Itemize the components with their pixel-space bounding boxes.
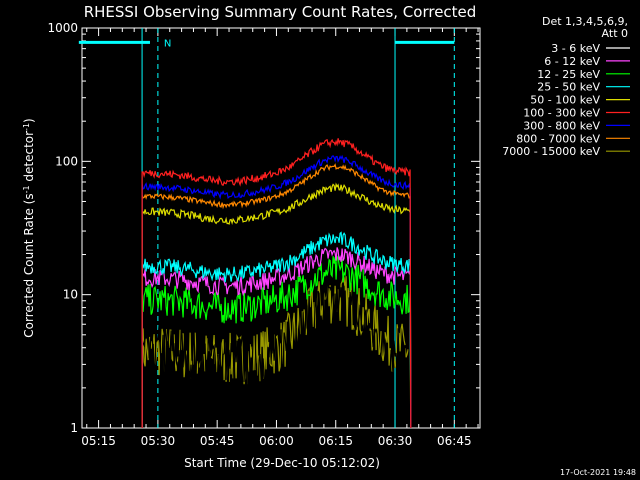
series-line (141, 182, 412, 429)
event-label: N (164, 38, 171, 49)
x-tick-label: 06:00 (259, 434, 294, 448)
footer-timestamp: 17-Oct-2021 19:48 (560, 468, 636, 477)
chart-title: RHESSI Observing Summary Count Rates, Co… (84, 3, 477, 21)
legend-header: Att 0 (602, 27, 628, 40)
y-axis-label: Corrected Count Rate (s-1 detector-1) (22, 118, 37, 337)
x-tick-label: 06:45 (437, 434, 472, 448)
x-tick-label: 05:30 (141, 434, 176, 448)
series-line (141, 163, 412, 429)
x-axis-label: Start Time (29-Dec-10 05:12:02) (184, 456, 380, 470)
legend-entry-label: 300 - 800 keV (523, 119, 600, 132)
legend-entry-label: 3 - 6 keV (551, 42, 600, 55)
y-tick-label: 1 (70, 421, 78, 435)
legend-header: Det 1,3,4,5,6,9, (542, 15, 628, 28)
series-line (141, 254, 412, 429)
y-tick-label: 10 (63, 288, 78, 302)
legend-entry-label: 800 - 7000 keV (516, 132, 600, 145)
series-line (141, 138, 412, 429)
legend-entry-label: 7000 - 15000 keV (502, 145, 600, 158)
legend-entry-label: 100 - 300 keV (523, 107, 600, 120)
legend-entry-label: 6 - 12 keV (544, 55, 600, 68)
legend-entry-label: 25 - 50 keV (537, 81, 600, 94)
series-line (141, 231, 412, 429)
x-tick-label: 06:15 (318, 434, 353, 448)
series-line (141, 154, 412, 429)
x-tick-label: 05:15 (81, 434, 116, 448)
legend-entry-label: 12 - 25 keV (537, 68, 600, 81)
legend-entry-label: 50 - 100 keV (530, 94, 600, 107)
series-line (141, 247, 412, 429)
x-tick-label: 06:30 (378, 434, 413, 448)
x-tick-label: 05:45 (200, 434, 235, 448)
y-tick-label: 1000 (47, 21, 78, 35)
series-line (141, 276, 412, 429)
y-tick-label: 100 (55, 154, 78, 168)
series-line (141, 276, 412, 429)
plot-frame (81, 27, 481, 429)
